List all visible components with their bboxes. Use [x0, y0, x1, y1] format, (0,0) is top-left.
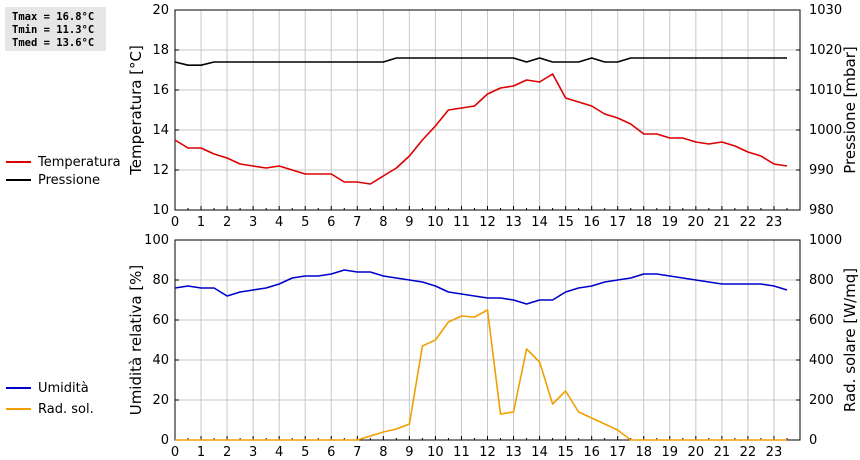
y-tick-label: 20 — [152, 393, 169, 408]
x-tick-label: 20 — [688, 445, 705, 460]
y2-tick-label: 0 — [809, 433, 817, 448]
x-tick-label: 17 — [609, 445, 626, 460]
stat-tmin: Tmin = 11.3°C — [12, 24, 95, 36]
x-tick-label: 21 — [714, 445, 731, 460]
stat-tmax: Tmax = 16.8°C — [12, 11, 95, 23]
series-line-1 — [174, 73, 788, 185]
x-tick-label: 5 — [301, 445, 309, 460]
y-tick-label: 40 — [152, 353, 169, 368]
y2-tick-label: 980 — [809, 203, 834, 218]
x-tick-label: 13 — [505, 445, 522, 460]
x-tick-label: 9 — [405, 215, 413, 230]
x-tick-label: 13 — [505, 215, 522, 230]
x-tick-label: 4 — [275, 215, 283, 230]
x-tick-label: 1 — [197, 445, 205, 460]
x-tick-label: 15 — [557, 445, 574, 460]
x-tick-label: 11 — [453, 215, 470, 230]
y2-axis-title: Pressione [mbar] — [841, 46, 859, 174]
x-tick-label: 10 — [427, 445, 444, 460]
x-tick-label: 16 — [583, 215, 600, 230]
x-tick-label: 16 — [583, 445, 600, 460]
x-tick-label: 18 — [635, 215, 652, 230]
x-tick-label: 15 — [557, 215, 574, 230]
x-tick-label: 0 — [171, 445, 179, 460]
y2-tick-label: 1000 — [809, 233, 842, 248]
y2-tick-label: 600 — [809, 313, 834, 328]
x-tick-label: 0 — [171, 215, 179, 230]
series-line-1 — [174, 269, 788, 305]
y-tick-label: 100 — [144, 233, 169, 248]
y2-tick-label: 400 — [809, 353, 834, 368]
y-tick-label: 0 — [161, 433, 169, 448]
legend-label-2: Pressione — [38, 173, 100, 188]
x-tick-label: 1 — [197, 215, 205, 230]
x-tick-label: 14 — [531, 215, 548, 230]
x-tick-label: 19 — [662, 215, 679, 230]
series-line-2 — [175, 309, 787, 441]
x-tick-label: 8 — [379, 445, 387, 460]
x-tick-label: 18 — [635, 445, 652, 460]
x-tick-label: 21 — [714, 215, 731, 230]
x-tick-label: 23 — [766, 215, 783, 230]
x-tick-label: 17 — [609, 215, 626, 230]
x-tick-label: 7 — [353, 445, 361, 460]
x-tick-label: 2 — [223, 445, 231, 460]
x-tick-label: 10 — [427, 215, 444, 230]
legend-label-2: Rad. sol. — [38, 402, 94, 417]
x-tick-label: 14 — [531, 445, 548, 460]
y-tick-label: 10 — [152, 203, 169, 218]
stat-tmed: Tmed = 13.6°C — [12, 37, 95, 49]
x-tick-label: 20 — [688, 215, 705, 230]
legend-label-1: Umidità — [38, 381, 89, 396]
x-tick-label: 6 — [327, 445, 335, 460]
x-tick-label: 9 — [405, 445, 413, 460]
legend-label-1: Temperatura — [37, 155, 121, 170]
x-tick-label: 12 — [479, 445, 496, 460]
y-tick-label: 18 — [152, 43, 169, 58]
x-tick-label: 6 — [327, 215, 335, 230]
y2-tick-label: 200 — [809, 393, 834, 408]
x-tick-label: 3 — [249, 215, 257, 230]
y2-tick-label: 800 — [809, 273, 834, 288]
x-tick-label: 12 — [479, 215, 496, 230]
y-tick-label: 12 — [152, 163, 169, 178]
x-tick-label: 23 — [766, 445, 783, 460]
y-tick-label: 60 — [152, 313, 169, 328]
x-tick-label: 19 — [662, 445, 679, 460]
x-tick-label: 11 — [453, 445, 470, 460]
y2-tick-label: 990 — [809, 163, 834, 178]
x-tick-label: 22 — [740, 215, 757, 230]
y2-tick-label: 1000 — [809, 123, 842, 138]
y-tick-label: 80 — [152, 273, 169, 288]
y2-tick-label: 1010 — [809, 83, 842, 98]
x-tick-label: 2 — [223, 215, 231, 230]
x-tick-label: 22 — [740, 445, 757, 460]
x-tick-label: 5 — [301, 215, 309, 230]
y-tick-label: 14 — [152, 123, 169, 138]
x-tick-label: 7 — [353, 215, 361, 230]
y2-axis-title: Rad. solare [W/mq] — [841, 268, 859, 412]
y-axis-title: Umidità relativa [%] — [127, 265, 145, 416]
y-tick-label: 16 — [152, 83, 169, 98]
y2-tick-label: 1030 — [809, 3, 842, 18]
x-tick-label: 3 — [249, 445, 257, 460]
stats-box: Tmax = 16.8°C Tmin = 11.3°C Tmed = 13.6°… — [5, 7, 106, 51]
x-tick-label: 8 — [379, 215, 387, 230]
x-tick-label: 4 — [275, 445, 283, 460]
y-axis-title: Temperatura [°C] — [127, 45, 145, 176]
y-tick-label: 20 — [152, 3, 169, 18]
y2-tick-label: 1020 — [809, 43, 842, 58]
series-line-2 — [174, 57, 787, 66]
